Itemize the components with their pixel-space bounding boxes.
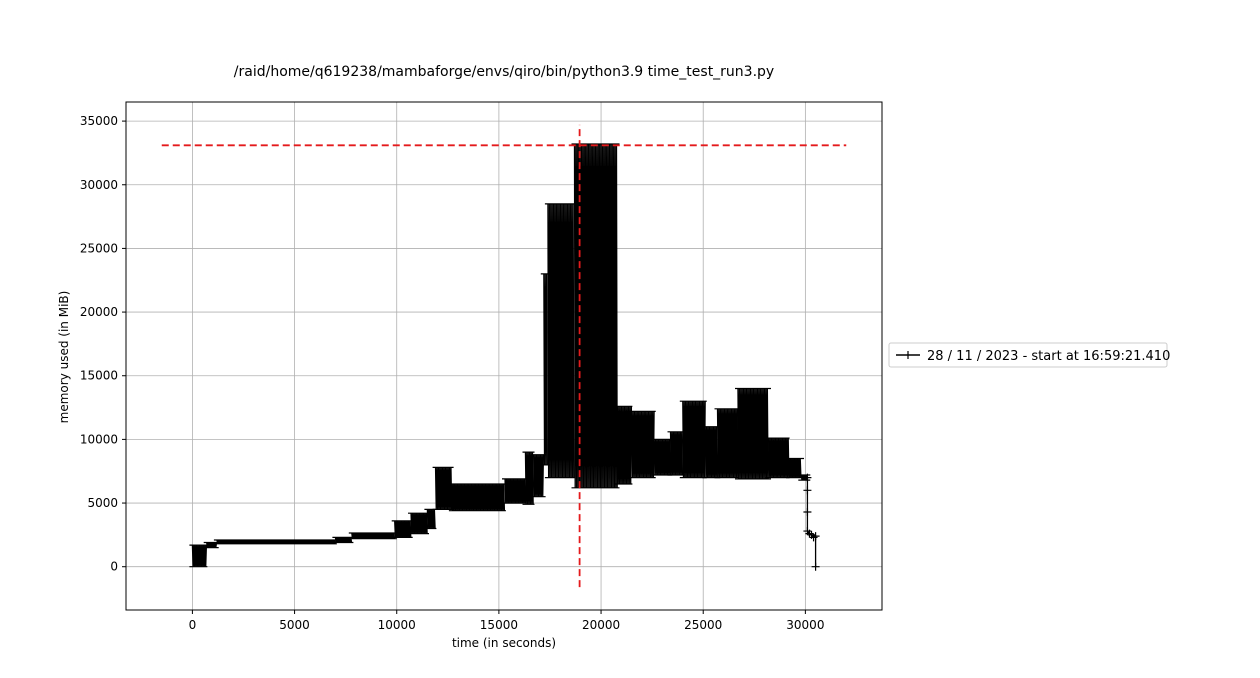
- series-trace-segment: [434, 467, 453, 510]
- series-markers: [798, 474, 811, 481]
- series-trace-segment: [737, 388, 769, 479]
- series-trace-segment: [631, 411, 655, 478]
- series-trace-segment: [451, 483, 506, 511]
- series-markers: [332, 536, 354, 544]
- plot-frame: [125, 101, 883, 611]
- series-trace-segment: [543, 273, 548, 465]
- x-axis-label: time (in seconds): [452, 636, 556, 650]
- x-tick-label: 5000: [279, 618, 310, 632]
- y-tick-label: 25000: [80, 241, 118, 255]
- y-tick-label: 5000: [87, 496, 118, 510]
- y-tick-label: 20000: [80, 305, 118, 319]
- series-markers: [628, 410, 656, 479]
- series-trace-segment: [426, 509, 436, 529]
- series-trace-segment: [616, 406, 633, 484]
- series-markers: [203, 541, 219, 549]
- series-markers: [544, 203, 575, 479]
- y-tick-label: 35000: [80, 114, 118, 128]
- legend-entry: 28 / 11 / 2023 - start at 16:59:21.410: [927, 349, 1170, 364]
- y-tick-label: 30000: [80, 178, 118, 192]
- series-trace-segment: [547, 203, 575, 478]
- series-markers: [786, 457, 804, 479]
- series-markers: [213, 539, 337, 545]
- x-tick-label: 25000: [684, 618, 722, 632]
- series-tail-marker: [803, 473, 812, 482]
- chart-title: /raid/home/q619238/mambaforge/envs/qiro/…: [234, 64, 774, 80]
- series-tail-marker: [809, 533, 818, 542]
- series-trace-segment: [504, 478, 526, 504]
- x-tick-label: 15000: [480, 618, 518, 632]
- series-markers: [448, 483, 506, 512]
- series-markers: [765, 437, 790, 479]
- y-tick-label: 0: [110, 560, 118, 574]
- series-trace-segment: [410, 513, 428, 534]
- series-markers: [735, 387, 771, 480]
- series-markers: [714, 408, 739, 479]
- series-trace-segment: [524, 452, 534, 505]
- series-trace-segment: [767, 438, 790, 478]
- series-markers: [522, 451, 535, 505]
- series-tail: [806, 477, 817, 567]
- series-markers: [540, 273, 550, 466]
- series-trace-segment: [788, 458, 802, 478]
- series-trace-segment: [351, 532, 396, 539]
- series-tail-marker: [805, 529, 814, 538]
- series-markers: [679, 400, 707, 479]
- series-trace-segment: [334, 537, 353, 543]
- series-trace-segment: [669, 431, 684, 476]
- x-axis-ticks: 0 5000 10000 15000 20000 25000 30000: [189, 610, 824, 632]
- series-trace-segment: [532, 454, 545, 497]
- x-tick-label: 20000: [582, 618, 620, 632]
- series-trace-segment: [573, 144, 618, 488]
- series-layer: [189, 143, 820, 571]
- series-tail-marker: [803, 486, 812, 495]
- series-trace-segment: [716, 408, 739, 478]
- series-markers: [571, 143, 620, 489]
- series-tail-marker: [811, 532, 820, 541]
- series-markers: [530, 454, 546, 498]
- series-trace-segment: [394, 520, 412, 538]
- series-markers: [432, 466, 454, 510]
- y-tick-label: 10000: [80, 432, 118, 446]
- series-markers: [502, 478, 526, 504]
- series-trace-segment: [216, 539, 336, 544]
- series-trace-segment: [704, 426, 718, 478]
- series-markers: [614, 405, 633, 485]
- y-axis-ticks: 0 5000 10000 15000 20000 25000 30000 35000: [80, 114, 126, 574]
- x-tick-label: 0: [189, 618, 197, 632]
- reference-lines: [161, 124, 847, 588]
- y-axis-label: memory used (in MiB): [57, 291, 71, 424]
- series-markers: [348, 532, 397, 540]
- series-markers: [424, 508, 437, 530]
- x-tick-label: 30000: [786, 618, 824, 632]
- series-markers: [408, 512, 429, 535]
- series-tail-marker: [811, 562, 820, 571]
- series-markers: [651, 438, 673, 476]
- y-tick-label: 15000: [80, 369, 118, 383]
- series-markers: [391, 520, 413, 538]
- series-markers: [189, 544, 208, 568]
- series-trace-segment: [682, 401, 706, 478]
- grid-lines: [126, 102, 882, 610]
- series-trace-segment: [191, 545, 208, 567]
- x-tick-label: 10000: [378, 618, 416, 632]
- legend-box: [888, 342, 1168, 368]
- series-tail-marker: [803, 507, 812, 516]
- series-trace-segment: [653, 439, 671, 476]
- legend: 28 / 11 / 2023 - start at 16:59:21.410: [888, 342, 1170, 368]
